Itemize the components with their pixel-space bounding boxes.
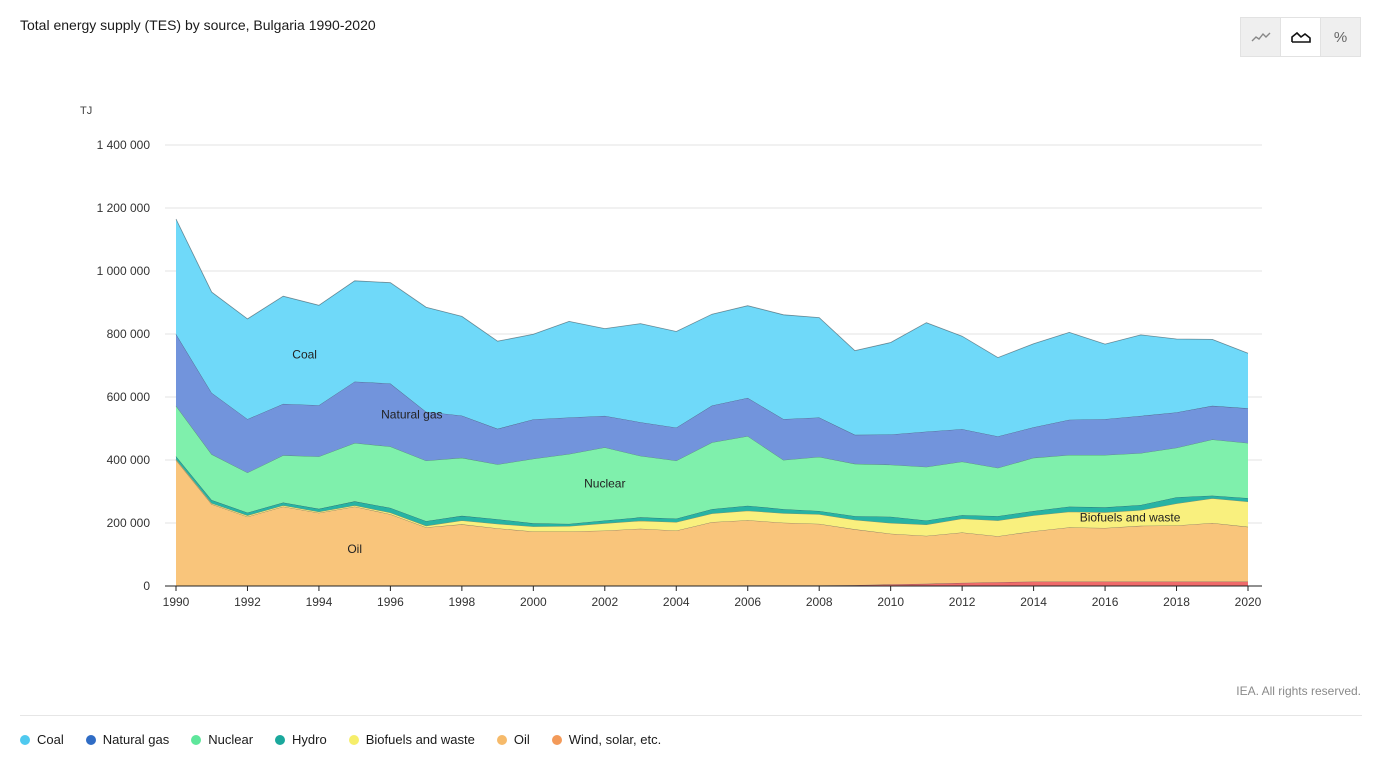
legend-label: Coal — [37, 732, 64, 747]
percent-view-button[interactable]: % — [1320, 18, 1360, 56]
legend-label: Natural gas — [102, 732, 170, 747]
x-tick-label: 2010 — [877, 595, 904, 609]
view-toggle: % — [1240, 17, 1361, 57]
x-tick-label: 2008 — [806, 595, 833, 609]
x-tick-label: 2016 — [1092, 595, 1119, 609]
y-tick-label: 1 000 000 — [97, 264, 151, 278]
legend-swatch — [496, 734, 507, 745]
legend-item-oil[interactable]: Oil — [496, 732, 530, 747]
legend-item-wind-solar[interactable]: Wind, solar, etc. — [551, 732, 662, 747]
x-tick-label: 1990 — [163, 595, 190, 609]
area-natural-gas — [176, 334, 1248, 473]
area-annotation: Oil — [347, 542, 362, 556]
legend-swatch — [275, 734, 286, 745]
area-nuclear — [176, 405, 1248, 524]
legend-label: Wind, solar, etc. — [568, 732, 662, 747]
x-tick-label: 2002 — [591, 595, 618, 609]
y-tick-label: 600 000 — [107, 390, 151, 404]
x-tick-label: 1994 — [306, 595, 333, 609]
legend-item-natural-gas[interactable]: Natural gas — [85, 732, 170, 747]
x-tick-label: 1992 — [234, 595, 261, 609]
percent-icon: % — [1333, 28, 1348, 46]
y-tick-label: 200 000 — [107, 516, 151, 530]
legend-label: Nuclear — [208, 732, 254, 747]
y-axis-label: TJ — [80, 105, 92, 117]
legend-swatch — [551, 734, 562, 745]
legend-swatch — [85, 734, 96, 745]
legend-swatch — [348, 734, 359, 745]
line-chart-icon — [1251, 32, 1270, 42]
x-tick-label: 2004 — [663, 595, 690, 609]
x-tick-label: 2018 — [1163, 595, 1190, 609]
legend-item-coal[interactable]: Coal — [20, 732, 64, 747]
area-hydro — [176, 456, 1248, 527]
legend-swatch — [191, 734, 202, 745]
chart-title: Total energy supply (TES) by source, Bul… — [20, 17, 376, 33]
y-tick-label: 400 000 — [107, 453, 151, 467]
y-tick-label: 800 000 — [107, 327, 151, 341]
y-tick-label: 1 400 000 — [97, 138, 151, 152]
legend-divider — [20, 715, 1362, 716]
area-annotation: Coal — [292, 347, 317, 361]
x-tick-label: 1996 — [377, 595, 404, 609]
x-tick-label: 2012 — [949, 595, 976, 609]
area-annotation: Biofuels and waste — [1080, 510, 1181, 524]
x-tick-label: 2020 — [1235, 595, 1262, 609]
area-view-button[interactable] — [1280, 18, 1320, 56]
legend-label: Oil — [513, 732, 530, 747]
x-tick-label: 2000 — [520, 595, 547, 609]
legend-item-nuclear[interactable]: Nuclear — [191, 732, 253, 747]
area-chart-icon — [1290, 31, 1311, 43]
area-biofuels-and-waste — [176, 459, 1248, 537]
stacked-area-chart: 0 200 000 400 000 600 000 800 000 1 000 000 1 … — [80, 105, 1262, 609]
legend-label: Biofuels and waste — [365, 732, 475, 747]
legend: Coal Natural gas Nuclear Hydro Biofuels … — [20, 732, 683, 747]
area-oil — [176, 460, 1248, 586]
x-tick-label: 2006 — [734, 595, 761, 609]
y-tick-label: 1 200 000 — [97, 201, 151, 215]
legend-item-hydro[interactable]: Hydro — [275, 732, 327, 747]
x-tick-label: 2014 — [1020, 595, 1047, 609]
area-annotation: Natural gas — [381, 408, 442, 422]
area-annotation: Nuclear — [584, 477, 625, 491]
credit-text: IEA. All rights reserved. — [1236, 684, 1361, 698]
legend-item-biofuels[interactable]: Biofuels and waste — [348, 732, 475, 747]
y-tick-label: 0 — [143, 579, 150, 593]
area-coal — [176, 219, 1248, 437]
x-tick-label: 1998 — [449, 595, 476, 609]
legend-label: Hydro — [292, 732, 327, 747]
area-edge-coal — [175, 218, 1249, 359]
legend-swatch — [20, 734, 30, 745]
line-view-button[interactable] — [1241, 18, 1280, 56]
